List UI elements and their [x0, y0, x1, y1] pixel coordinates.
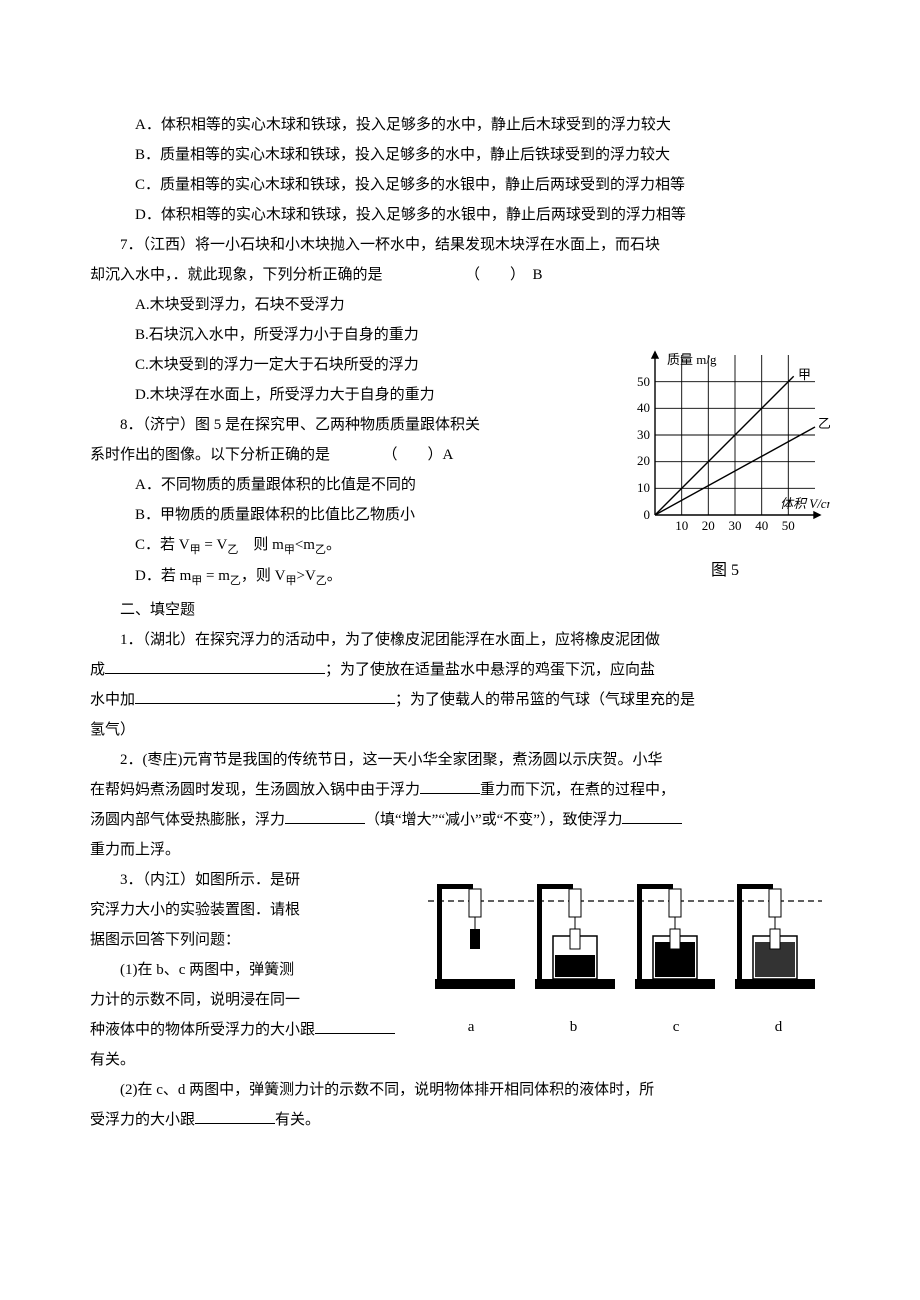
exp-label-b: b — [570, 1012, 578, 1042]
svg-text:50: 50 — [637, 374, 650, 389]
q7-stem-line2: 却沉入水中，．就此现象，下列分析正确的是 （ ） B — [90, 260, 830, 290]
chart-series-jia: 甲 — [798, 367, 811, 382]
q7-stem-line1: 7．（江西）将一小石块和小木块抛入一杯水中，结果发现木块浮在水面上，而石块 — [90, 230, 830, 260]
svg-text:20: 20 — [637, 453, 650, 468]
svg-text:10: 10 — [675, 518, 688, 533]
svg-text:30: 30 — [729, 518, 742, 533]
blank-input[interactable] — [105, 658, 325, 674]
chart-ylabel: 质量 m/g — [667, 352, 717, 367]
svg-text:30: 30 — [637, 427, 650, 442]
exp-label-a: a — [468, 1012, 475, 1042]
fill1-line3: 水中加；为了使载人的带吊篮的气球（气球里充的是 — [90, 685, 830, 715]
svg-text:40: 40 — [755, 518, 768, 533]
blank-input[interactable] — [135, 688, 395, 704]
q-option-c: C．质量相等的实心木球和铁球，投入足够多的水银中，静止后两球受到的浮力相等 — [90, 170, 830, 200]
blank-input[interactable] — [315, 1018, 395, 1034]
chart-svg: 质量 m/g 甲 乙 0 10 20 30 40 50 10 20 30 40 … — [620, 350, 830, 540]
fill3-sub2-l2: 受浮力的大小跟有关。 — [90, 1105, 830, 1135]
fill1-line4: 氢气） — [90, 715, 830, 745]
fill3-sub2-l1: (2)在 c、d 两图中，弹簧测力计的示数不同，说明物体排开相同体积的液体时，所 — [90, 1075, 830, 1105]
chart-series-yi: 乙 — [818, 416, 830, 431]
experiment-svg — [420, 869, 830, 999]
svg-text:0: 0 — [644, 507, 651, 522]
fill2-line4: 重力而上浮。 — [90, 835, 830, 865]
fill1-line1: 1．（湖北）在探究浮力的活动中，为了使橡皮泥团能浮在水面上，应将橡皮泥团做 — [90, 625, 830, 655]
exp-label-d: d — [775, 1012, 783, 1042]
fill2-line1: 2．(枣庄)元宵节是我国的传统节日，这一天小华全家团聚，煮汤圆以示庆贺。小华 — [90, 745, 830, 775]
section-2-title: 二、填空题 — [90, 595, 830, 625]
q-option-b: B．质量相等的实心木球和铁球，投入足够多的水中，静止后铁球受到的浮力较大 — [90, 140, 830, 170]
buoyancy-experiment-figure: a b c d — [420, 869, 830, 1042]
svg-text:40: 40 — [637, 400, 650, 415]
q7-option-a: A.木块受到浮力，石块不受浮力 — [90, 290, 830, 320]
chart-xlabel: 体积 V/cm³ — [780, 496, 830, 511]
blank-input[interactable] — [420, 778, 480, 794]
blank-input[interactable] — [285, 808, 365, 824]
mass-volume-chart: 质量 m/g 甲 乙 0 10 20 30 40 50 10 20 30 40 … — [620, 350, 830, 587]
chart-caption: 图 5 — [620, 555, 830, 587]
fill2-line2: 在帮妈妈煮汤圆时发现，生汤圆放入锅中由于浮力重力而下沉，在煮的过程中， — [90, 775, 830, 805]
svg-text:50: 50 — [782, 518, 795, 533]
blank-input[interactable] — [622, 808, 682, 824]
exp-label-c: c — [673, 1012, 680, 1042]
q-option-a: A．体积相等的实心木球和铁球，投入足够多的水中，静止后木球受到的浮力较大 — [90, 110, 830, 140]
q7-option-b: B.石块沉入水中，所受浮力小于自身的重力 — [90, 320, 830, 350]
q-option-d: D．体积相等的实心木球和铁球，投入足够多的水银中，静止后两球受到的浮力相等 — [90, 200, 830, 230]
fill2-line3: 汤圆内部气体受热膨胀，浮力（填“增大”“减小”或“不变”），致使浮力 — [90, 805, 830, 835]
blank-input[interactable] — [195, 1108, 275, 1124]
svg-text:20: 20 — [702, 518, 715, 533]
svg-text:10: 10 — [637, 480, 650, 495]
fill1-line2: 成；为了使放在适量盐水中悬浮的鸡蛋下沉，应向盐 — [90, 655, 830, 685]
